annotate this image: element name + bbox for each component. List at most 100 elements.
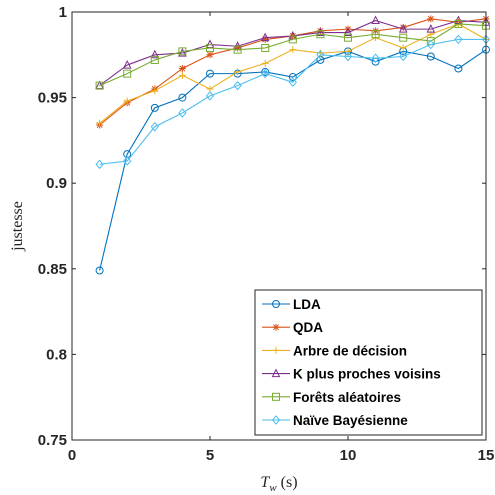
series-line: [99, 23, 487, 87]
data-point: [261, 68, 270, 79]
data-point: [344, 47, 352, 55]
x-tick-label: 5: [206, 447, 214, 464]
data-point: [178, 47, 187, 57]
legend-marker: [272, 346, 280, 354]
legend-box: [254, 289, 483, 436]
legend-entry: K plus proches voisins: [262, 367, 441, 382]
data-point: [122, 59, 132, 69]
legend-entry: Arbre de décision: [262, 343, 407, 358]
data-point: [95, 81, 104, 90]
series-group: [95, 34, 491, 170]
x-tick-label: 15: [478, 447, 495, 464]
data-point: [206, 43, 214, 52]
legend-label: QDA: [293, 320, 323, 335]
data-point: [343, 51, 353, 62]
data-point: [261, 35, 269, 43]
data-point: [260, 32, 270, 42]
legend-label: K plus proches voisins: [293, 367, 441, 382]
y-tick-label: 1: [59, 4, 67, 21]
legend-entry: Forêts aléatoires: [262, 390, 401, 405]
data-point: [316, 27, 325, 37]
data-point: [233, 45, 242, 54]
y-tick-label: 0.95: [38, 90, 67, 107]
legend-marker: [272, 323, 280, 331]
legend-marker: [271, 368, 281, 378]
data-point: [150, 49, 160, 59]
data-point: [150, 103, 159, 112]
legend-entry: QDA: [262, 320, 323, 335]
series-layer: [95, 15, 491, 275]
data-point: [123, 156, 132, 166]
data-point: [288, 73, 297, 82]
data-point: [399, 33, 408, 42]
data-point: [399, 44, 407, 52]
y-axis-label: justesse: [9, 201, 26, 252]
data-point: [454, 34, 463, 45]
data-point: [150, 55, 159, 64]
legend-label: Arbre de décision: [293, 343, 407, 358]
data-point: [261, 43, 270, 52]
data-point: [206, 69, 214, 78]
series-group: [95, 19, 490, 90]
data-point: [234, 68, 242, 76]
legend-entry: Naïve Bayésienne: [262, 413, 408, 428]
data-point: [316, 30, 325, 39]
data-point: [261, 67, 270, 76]
legend-entries: LDA QDA Arbre de décision K plus proches vo…: [262, 297, 441, 428]
legend-entry: LDA: [262, 297, 321, 312]
data-point: [426, 24, 436, 33]
data-point: [205, 91, 215, 101]
legend-label: Forêts aléatoires: [293, 390, 401, 405]
data-point: [426, 52, 435, 61]
data-point: [206, 51, 214, 59]
x-tick-label: 0: [68, 447, 76, 464]
data-point: [95, 266, 104, 275]
data-point: [371, 15, 380, 25]
data-point: [178, 93, 187, 102]
legend-label: Naïve Bayésienne: [293, 413, 408, 428]
data-point: [343, 27, 353, 37]
series-group: [95, 45, 490, 275]
legend-marker: [272, 300, 280, 308]
series-line: [99, 38, 486, 165]
x-tick-label: 10: [340, 447, 357, 464]
data-point: [123, 97, 131, 105]
axes-box: [71, 11, 487, 441]
data-point: [288, 77, 297, 87]
data-point: [123, 69, 132, 78]
data-point: [96, 119, 104, 127]
data-point: [178, 64, 186, 72]
data-point: [427, 15, 435, 23]
data-point: [316, 50, 325, 60]
data-point: [398, 24, 408, 33]
x-axis-label: Tw (s): [260, 474, 297, 494]
data-point: [178, 71, 186, 79]
data-point: [288, 35, 297, 44]
data-point: [344, 33, 352, 42]
legend-marker: [271, 415, 281, 425]
data-point: [233, 80, 242, 91]
data-point: [178, 47, 187, 56]
data-point: [371, 53, 380, 63]
data-point: [289, 46, 297, 54]
data-point: [95, 159, 104, 170]
data-point: [151, 87, 159, 95]
data-point: [150, 121, 159, 132]
ticks-layer: 0 5 10 15 0.75 0.8 0.85 0.9 0.95 1: [38, 4, 495, 464]
series-line: [99, 49, 487, 271]
data-point: [178, 108, 187, 118]
data-point: [371, 30, 380, 39]
y-tick-label: 0.9: [46, 175, 67, 192]
data-point: [454, 64, 463, 73]
data-point: [234, 44, 242, 52]
y-tick-label: 0.8: [46, 346, 67, 363]
legend-label: LDA: [293, 297, 321, 312]
data-point: [426, 39, 435, 50]
y-tick-label: 0.75: [38, 432, 67, 449]
y-tick-label: 0.85: [38, 261, 67, 278]
legend: LDA QDA Arbre de décision K plus proches vo…: [254, 289, 483, 436]
data-point: [454, 19, 463, 28]
data-point: [399, 51, 408, 62]
data-point: [399, 23, 407, 31]
